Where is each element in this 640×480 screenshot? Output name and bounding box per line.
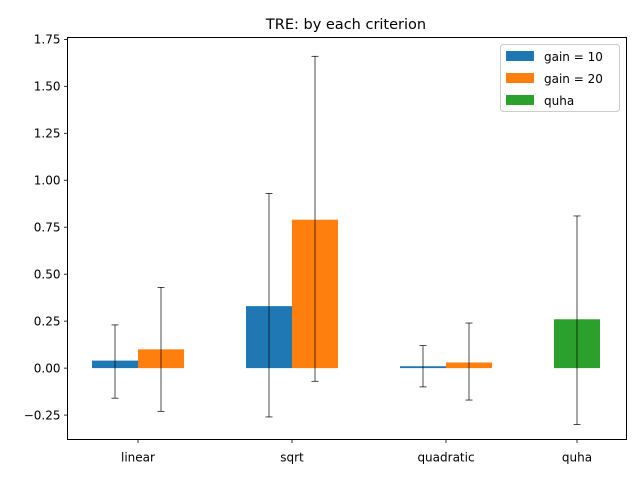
legend: gain = 10 gain = 20 quha: [500, 44, 620, 112]
y-tick-label: 0.50: [34, 267, 61, 281]
chart-title: TRE: by each criterion: [265, 17, 426, 33]
legend-label: gain = 20: [544, 72, 603, 86]
x-tick-label: sqrt: [280, 451, 304, 465]
error-bars-layer: [111, 55, 581, 425]
y-tick-label: 1.75: [34, 33, 61, 47]
y-tick-label: 1.25: [34, 127, 61, 141]
x-axis: linear sqrt quadratic quha: [121, 439, 592, 465]
legend-swatch: [506, 73, 534, 83]
x-tick-label: quadratic: [417, 451, 474, 465]
y-tick-label: 0.75: [34, 221, 61, 235]
legend-swatch: [506, 51, 534, 61]
y-tick-label: 1.00: [34, 174, 61, 188]
y-tick-label: 0.25: [34, 314, 61, 328]
legend-swatch: [506, 95, 534, 105]
legend-label: quha: [544, 94, 574, 108]
legend-label: gain = 10: [544, 50, 603, 64]
y-tick-label: 0.00: [34, 361, 61, 375]
y-axis: −0.25 0.00 0.25 0.50 0.75 1.00 1.25 1.50 1.75: [24, 33, 68, 422]
plot-frame: [67, 37, 627, 440]
legend-box: [500, 44, 620, 112]
x-tick-label: quha: [562, 451, 592, 465]
x-tick-label: linear: [121, 451, 155, 465]
y-tick-label: 1.50: [34, 80, 61, 94]
y-tick-label: −0.25: [24, 408, 61, 422]
